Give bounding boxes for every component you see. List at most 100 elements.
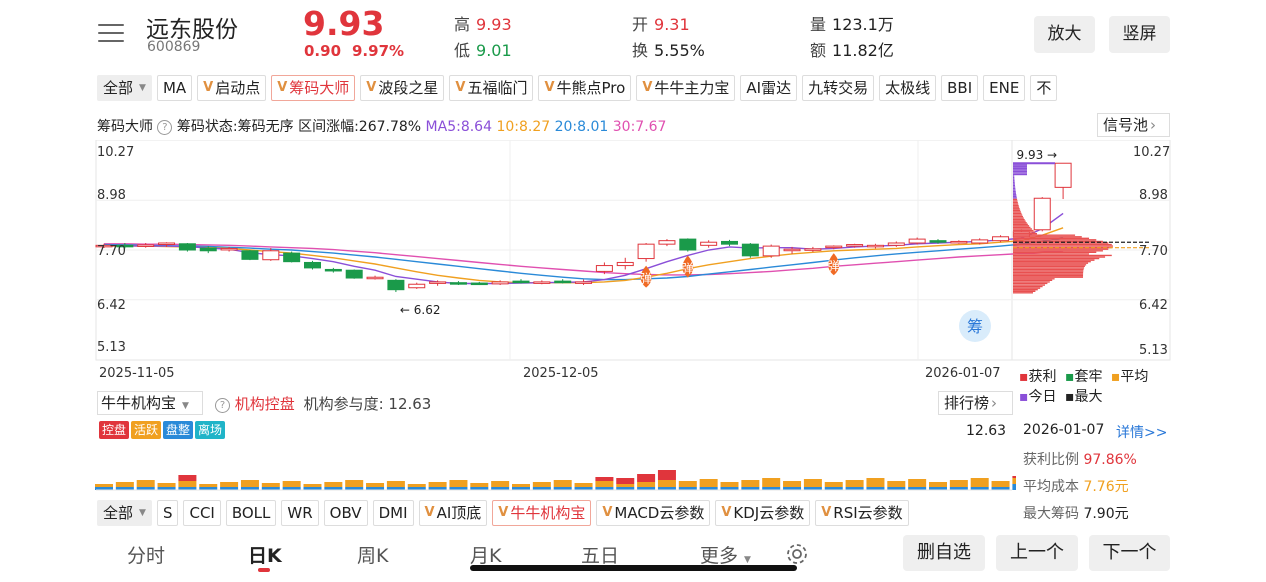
tab-ind-10[interactable]: BBI <box>941 75 979 101</box>
dropdown-arrow-icon: ▼ <box>139 508 146 518</box>
sub-indicator-selector[interactable]: 牛牛机构宝 ▼ <box>97 391 203 415</box>
nav-4[interactable]: 五日 <box>581 545 620 567</box>
candle <box>116 242 134 249</box>
candle <box>1033 197 1051 232</box>
tab-sub-0[interactable]: S <box>156 500 179 526</box>
tab-label: 牛牛主力宝 <box>654 79 730 97</box>
svg-text:筹: 筹 <box>967 317 983 336</box>
tab-sub-3[interactable]: WR <box>281 500 319 526</box>
candle <box>241 250 259 261</box>
tab-ind-2[interactable]: V 筹码大师 <box>271 75 356 101</box>
tab-ind-7[interactable]: AI雷达 <box>740 75 798 101</box>
nav-1[interactable]: 日K <box>248 545 282 567</box>
institution-bar <box>657 470 676 490</box>
signal-pool-button[interactable]: 信号池 › <box>1097 113 1170 137</box>
institution-bar <box>887 481 906 490</box>
average-cost: 平均成本 7.76元 <box>1023 479 1129 495</box>
tab-label: 牛牛机构宝 <box>510 504 586 522</box>
candle <box>283 251 301 263</box>
institution-bar <box>616 478 635 490</box>
tab-sub-4[interactable]: OBV <box>323 500 368 526</box>
nav-3[interactable]: 月K <box>470 545 502 567</box>
candle <box>137 242 155 248</box>
tab-ind-0[interactable]: MA <box>156 75 193 101</box>
ranking-button[interactable]: 排行榜 › <box>938 391 1013 415</box>
y-tick-right: 8.98 <box>1139 188 1168 203</box>
nav-2[interactable]: 周K <box>357 545 389 567</box>
institution-bar <box>741 480 760 490</box>
tab-ind-3[interactable]: V 波段之星 <box>360 75 445 101</box>
candle <box>825 245 843 250</box>
institution-bar <box>574 483 593 490</box>
tab-sub-9[interactable]: V KDJ云参数 <box>715 500 811 526</box>
phase-badges: 控盘 活跃 盘整 离场 <box>99 421 226 439</box>
candle <box>324 267 342 273</box>
tab-all[interactable]: 全部 ▼ <box>97 500 152 526</box>
nav-5[interactable]: 更多 ▼ <box>700 545 751 567</box>
tab-ind-1[interactable]: V 启动点 <box>197 75 267 101</box>
help-icon[interactable]: ? <box>157 120 173 135</box>
current-price: 9.93 <box>303 4 385 43</box>
x-tick: 2026-01-07 <box>925 366 1001 381</box>
next-stock-button[interactable]: 下一个 <box>1089 535 1170 571</box>
settings-icon[interactable] <box>785 542 809 566</box>
tab-ind-12[interactable]: 不 <box>1030 75 1058 101</box>
candle <box>95 243 113 249</box>
tab-ind-4[interactable]: V 五福临门 <box>449 75 534 101</box>
tab-label: OBV <box>329 504 362 522</box>
help-icon[interactable]: ? <box>215 398 230 413</box>
institution-bar <box>240 480 259 490</box>
candle <box>429 280 447 286</box>
zoom-button[interactable]: 放大 <box>1034 16 1095 53</box>
candlestick-chart[interactable]: 弹弹 弹9.93 →← 6.62筹 <box>0 140 1266 362</box>
previous-stock-button[interactable]: 上一个 <box>996 535 1078 571</box>
tab-sub-10[interactable]: V RSI云参数 <box>815 500 909 526</box>
institution-bar <box>762 478 781 490</box>
candle <box>1054 162 1072 200</box>
institution-bar <box>595 477 614 490</box>
x-tick: 2025-11-05 <box>99 366 175 381</box>
institution-bar <box>324 482 343 490</box>
tab-ind-5[interactable]: V 牛熊点Pro <box>538 75 632 101</box>
candle <box>721 239 738 247</box>
candle <box>658 239 676 247</box>
institution-bar <box>949 480 968 490</box>
tab-ind-9[interactable]: 太极线 <box>879 75 937 101</box>
ma20-line <box>103 237 1064 281</box>
menu-icon[interactable] <box>98 24 124 46</box>
tab-all[interactable]: 全部 ▼ <box>97 75 152 101</box>
stat-low: 低 9.01 <box>454 41 512 60</box>
portrait-button[interactable]: 竖屏 <box>1109 16 1170 53</box>
candle <box>971 238 989 245</box>
tab-sub-6[interactable]: V AI顶底 <box>418 500 488 526</box>
remove-watchlist-button[interactable]: 删自选 <box>903 535 985 571</box>
tab-sub-2[interactable]: BOLL <box>225 500 277 526</box>
institution-bar <box>699 479 718 490</box>
detail-link[interactable]: 详情>> <box>1116 425 1168 441</box>
institution-bar-chart[interactable] <box>0 440 1016 495</box>
tab-sub-5[interactable]: DMI <box>372 500 414 526</box>
tab-ind-11[interactable]: ENE <box>983 75 1026 101</box>
tab-sub-7[interactable]: V 牛牛机构宝 <box>492 500 592 526</box>
tab-ind-6[interactable]: V 牛牛主力宝 <box>636 75 736 101</box>
participation-value: 机构参与度: 12.63 <box>303 395 432 413</box>
candle <box>387 279 405 293</box>
candle <box>449 281 467 286</box>
institution-bar <box>282 481 301 490</box>
institution-bar <box>532 482 551 490</box>
tab-label: ENE <box>989 79 1020 97</box>
candle <box>804 246 822 252</box>
tab-sub-1[interactable]: CCI <box>183 500 221 526</box>
rebound-signal-icon: 弹 <box>640 265 652 288</box>
nav-0[interactable]: 分时 <box>127 545 166 567</box>
dropdown-arrow-icon: ▼ <box>744 555 751 565</box>
candle <box>700 240 718 248</box>
tab-ind-8[interactable]: 九转交易 <box>802 75 875 101</box>
candle <box>762 244 780 258</box>
candle <box>512 279 530 284</box>
tab-label: BOLL <box>231 504 271 522</box>
candle <box>262 248 280 261</box>
tab-label: DMI <box>378 504 408 522</box>
range-gain: 区间涨幅:267.78% <box>298 119 422 135</box>
tab-sub-8[interactable]: V MACD云参数 <box>596 500 711 526</box>
